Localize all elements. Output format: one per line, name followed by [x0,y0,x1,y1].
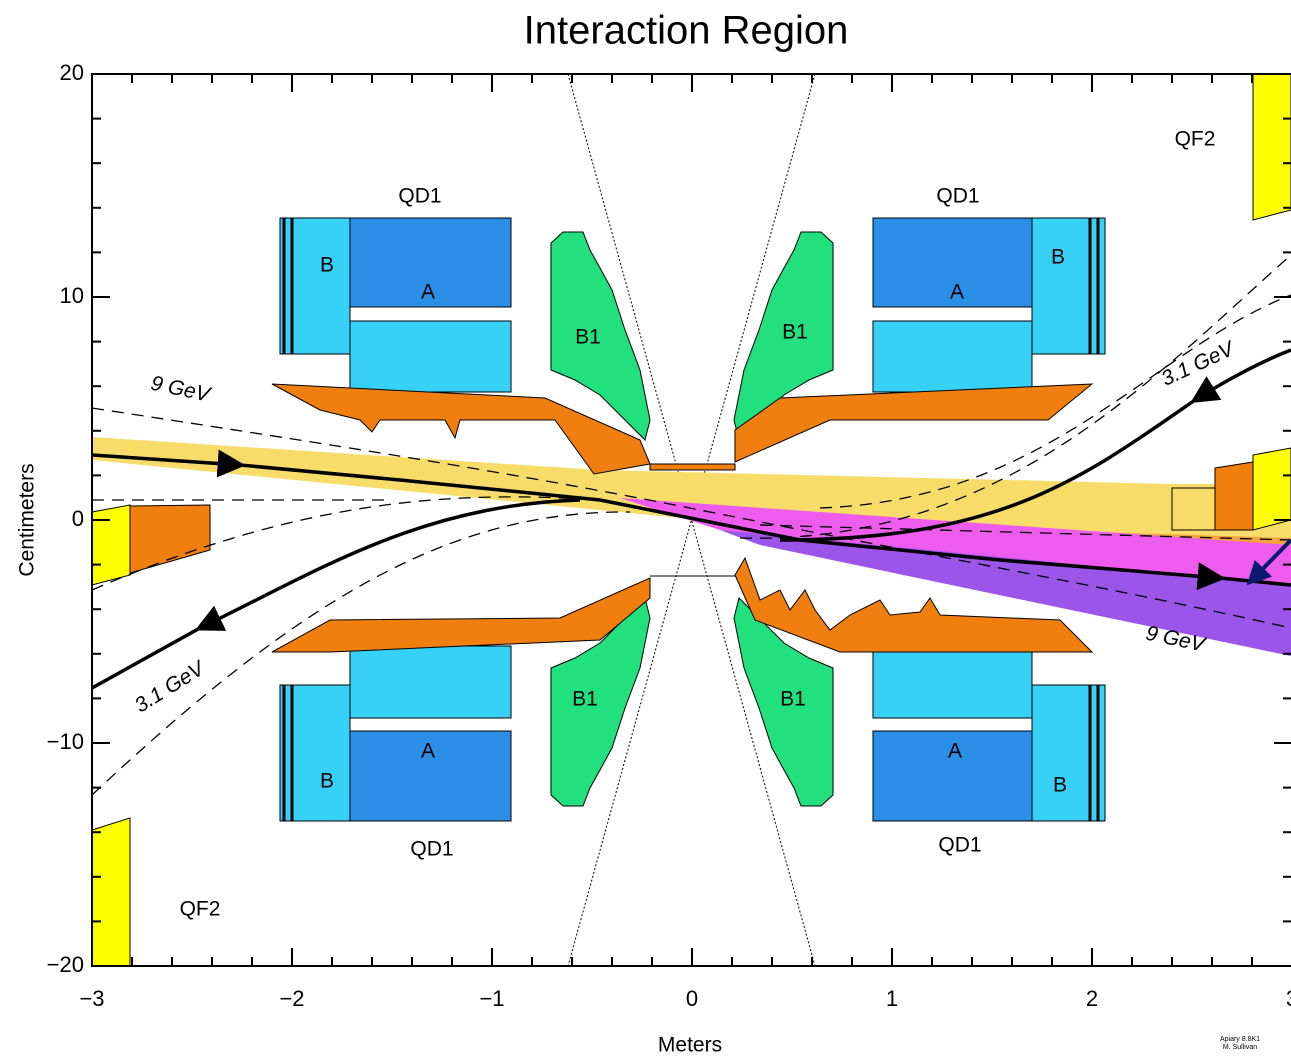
title: Interaction Region [524,9,849,53]
qd1-label: QD1 [936,185,979,208]
y-tick-label: 20 [60,60,84,85]
b1-label: B1 [572,688,598,711]
x-tick-label: 1 [886,986,898,1011]
plot [92,74,1291,966]
y-tick-label: 0 [72,506,84,531]
x-tick-label: −1 [479,986,504,1011]
y-axis-label: Centimeters [16,463,39,576]
y-tick-label: 10 [60,283,84,308]
qd1-label: QD1 [410,838,453,861]
energy-label: 9 GeV [149,372,214,407]
x-tick-label: −2 [279,986,304,1011]
qf2-label: QF2 [180,898,221,921]
b-label: B [1053,774,1067,797]
x-tick-label: −3 [79,986,104,1011]
b-label: B [320,770,334,793]
x-tick-label: 0 [686,986,698,1011]
b-label: B [320,254,334,277]
x-tick-label: 3 [1286,986,1291,1011]
qd1-label: QD1 [938,834,981,857]
a-label: A [948,740,962,763]
a-label: A [421,281,435,304]
energy-label: 3.1 GeV [131,656,210,717]
b1-label: B1 [575,326,601,349]
fan [92,437,1291,542]
x-tick-label: 2 [1086,986,1098,1011]
b1-label: B1 [780,688,806,711]
qd1-label: QD1 [398,185,441,208]
y-tick-label: −20 [47,952,84,977]
diagram: Interaction Region [0,0,1291,1061]
qf2-label: QF2 [1175,128,1216,151]
credit: M. Sullivan [1223,1044,1257,1051]
a-label: A [421,740,435,763]
a-label: A [950,281,964,304]
x-axis-label: Meters [658,1034,722,1057]
y-tick-label: −10 [47,729,84,754]
credit: Apiary 8.8K1 [1220,1036,1260,1043]
b1-label: B1 [782,321,808,344]
b-label: B [1051,246,1065,269]
